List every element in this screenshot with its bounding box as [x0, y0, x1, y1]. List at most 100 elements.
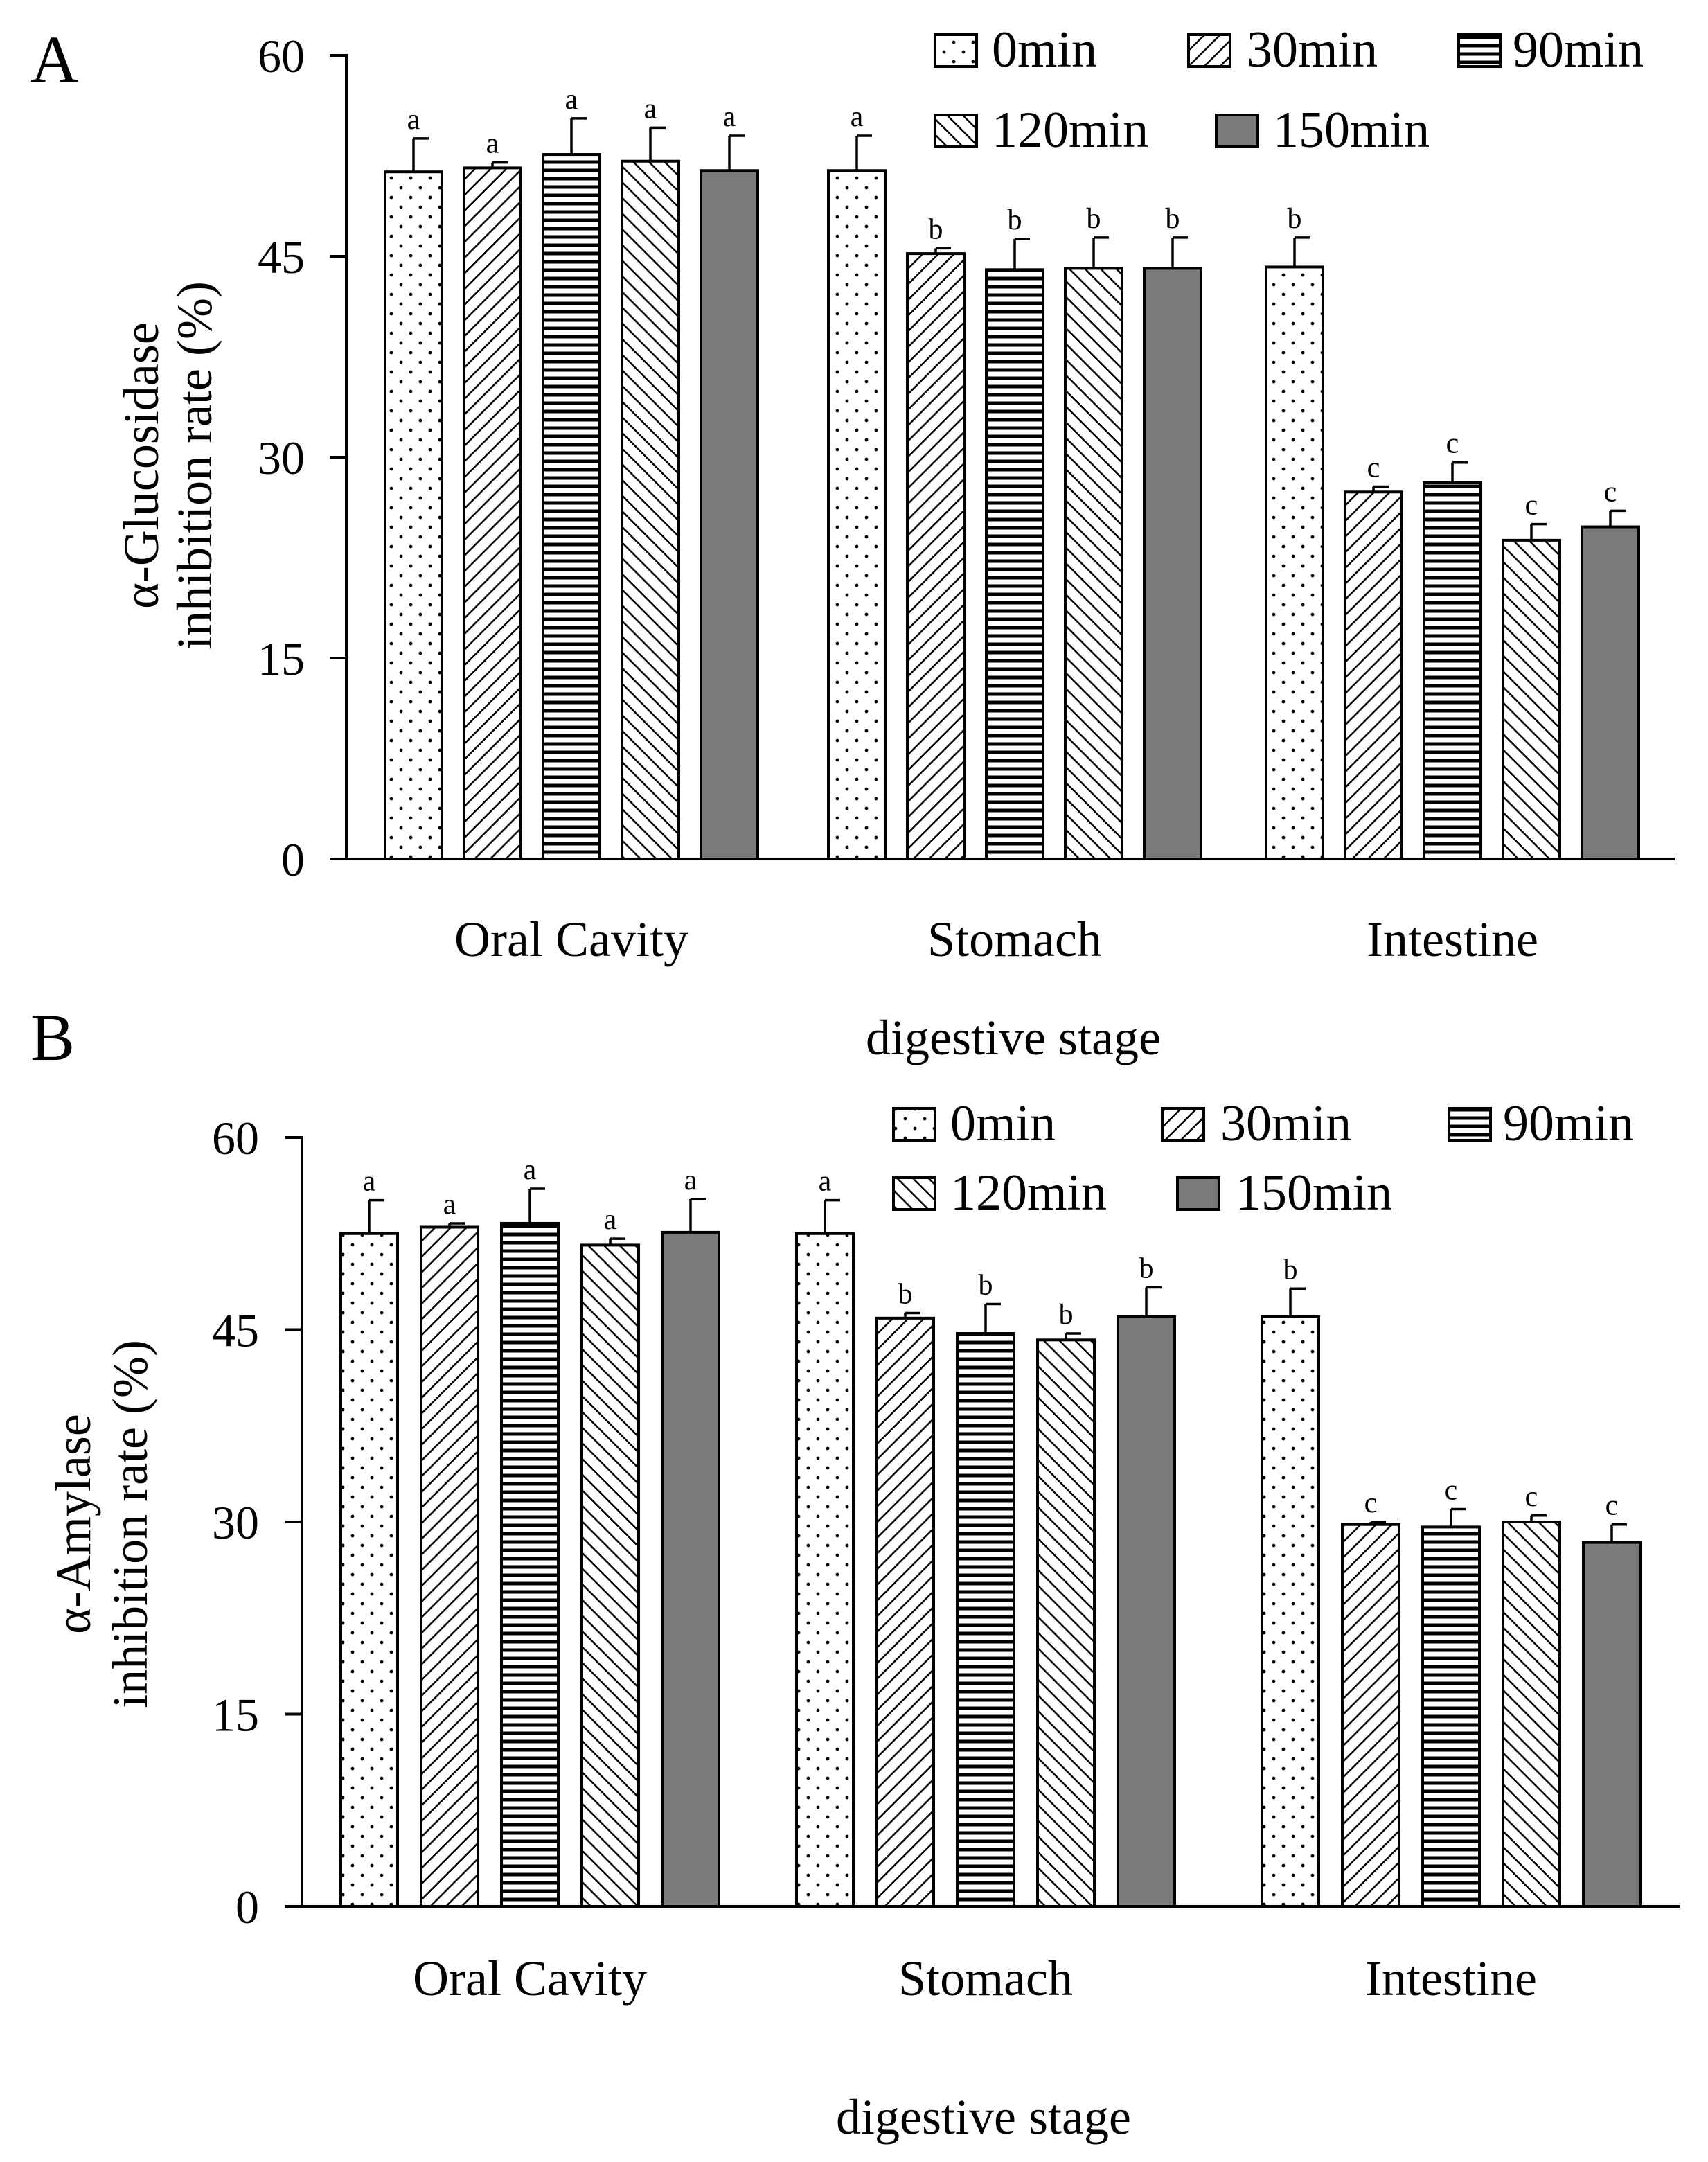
panel-b-category-label: Intestine: [1365, 1951, 1537, 2006]
legend-a-120min-swatch: [934, 114, 978, 148]
legend-b-30min-swatch: [1161, 1107, 1205, 1142]
panel-a-bar-0min: [384, 170, 443, 860]
panel-b-significance-letter: a: [819, 1166, 832, 1198]
legend-a-0min-swatch: [934, 33, 978, 68]
panel-b-bar-90min: [1421, 1525, 1481, 1908]
panel-a-bar-150min: [1143, 267, 1202, 860]
legend-a-150min-label: 150min: [1273, 102, 1430, 159]
panel-b-bars: a a b a b c a b c a b c a b c: [339, 1154, 1642, 1908]
panel-b-significance-letter: b: [1139, 1252, 1154, 1284]
panel-b-bar-0min: [339, 1232, 399, 1908]
panel-a: A 0 15 30 45 60 Oral Cavity Stomach Intestine a…: [30, 21, 1675, 1065]
panel-b-significance-letter: b: [1283, 1254, 1298, 1286]
panel-a-bar-30min: [463, 166, 522, 860]
panel-a-bar-0min: [1265, 265, 1324, 860]
panel-b-significance-letter: a: [363, 1166, 376, 1198]
panel-b-bar-120min: [1502, 1521, 1561, 1908]
legend-b-150min-label: 150min: [1236, 1164, 1392, 1221]
panel-b-significance-letter: a: [684, 1164, 697, 1196]
panel-b-bar-30min: [1341, 1523, 1400, 1908]
panel-b-legend: 0min 30min 90min 120min 150min: [892, 1095, 1634, 1221]
panel-a-bar-150min: [1581, 525, 1640, 860]
panel-a-significance-letter: c: [1446, 428, 1459, 460]
panel-a-significance-letter: b: [1288, 203, 1302, 235]
panel-b-bar-30min: [875, 1316, 935, 1908]
panel-b-significance-letter: c: [1364, 1487, 1378, 1519]
panel-b-ylabel-line2: inhibition rate (%): [103, 1340, 158, 1708]
panel-a-significance-letter: a: [644, 93, 657, 125]
legend-b-30min-label: 30min: [1220, 1095, 1351, 1152]
panel-a-label: A: [30, 22, 78, 96]
legend-a-150min-swatch: [1215, 114, 1259, 148]
panel-a-ylabel-line2: inhibition rate (%): [167, 281, 222, 650]
panel-a-significance-letter: c: [1525, 490, 1538, 522]
panel-a-significance-letter: b: [1087, 203, 1101, 235]
panel-a-significance-letter: a: [407, 104, 420, 136]
panel-b-ytick-label-60: 60: [212, 1112, 259, 1164]
panel-b-bar-0min: [1261, 1315, 1320, 1908]
panel-b-xlabel: digestive stage: [836, 2089, 1131, 2145]
panel-b-significance-letter: c: [1525, 1481, 1538, 1513]
legend-b-120min-label: 120min: [950, 1164, 1107, 1221]
panel-b-significance-letter: c: [1605, 1490, 1619, 1522]
panel-a-significance-letter: b: [929, 213, 943, 245]
panel-b-label: B: [30, 1000, 75, 1074]
legend-a-0min-label: 0min: [992, 21, 1097, 78]
panel-b-bar-90min: [500, 1221, 560, 1908]
legend-a-90min-label: 90min: [1513, 21, 1644, 78]
panel-a-ytick-label-60: 60: [258, 30, 305, 82]
panel-a-xlabel: digestive stage: [866, 1010, 1161, 1065]
panel-b-ytick-label-15: 15: [212, 1689, 259, 1742]
panel-b-bar-120min: [1036, 1338, 1096, 1908]
panel-a-significance-letter: a: [486, 128, 499, 160]
legend-a-120min-label: 120min: [992, 102, 1148, 159]
panel-b-axes: 0 15 30 45 60 Oral Cavity Stomach Intestine: [212, 1112, 1680, 2006]
panel-a-bar-90min: [985, 268, 1044, 861]
panel-a-significance-letter: a: [565, 84, 578, 116]
panel-b-bar-150min: [1582, 1541, 1642, 1908]
panel-a-bar-30min: [1344, 490, 1403, 860]
panel-b-category-label: Stomach: [898, 1951, 1073, 2006]
panel-a-significance-letter: a: [723, 101, 736, 133]
panel-b-significance-letter: a: [443, 1189, 456, 1221]
panel-b-bar-90min: [956, 1332, 1015, 1908]
panel-a-axes: 0 15 30 45 60 Oral Cavity Stomach Intestine: [258, 30, 1675, 967]
panel-a-category-label: Intestine: [1367, 912, 1538, 967]
panel-b-bar-150min: [661, 1230, 720, 1908]
panel-b-significance-letter: a: [524, 1154, 537, 1186]
panel-a-ytick-label-45: 45: [258, 231, 305, 283]
panel-a-bar-30min: [906, 252, 966, 860]
panel-b-significance-letter: b: [898, 1278, 913, 1310]
panel-a-ytick-label-0: 0: [281, 833, 305, 886]
panel-b-significance-letter: c: [1445, 1475, 1458, 1507]
panel-b-ylabel-line1: α-Amylase: [46, 1414, 101, 1634]
panel-b-bar-150min: [1117, 1315, 1176, 1908]
legend-b-90min-swatch: [1448, 1107, 1492, 1142]
panel-b-ytick-label-0: 0: [235, 1881, 259, 1933]
panel-a-ytick-label-30: 30: [258, 432, 305, 484]
panel-b-category-label: Oral Cavity: [413, 1951, 647, 2006]
legend-b-0min-label: 0min: [950, 1095, 1056, 1152]
legend-b-0min-swatch: [892, 1107, 936, 1142]
panel-a-bar-120min: [1502, 538, 1561, 860]
panel-a-significance-letter: c: [1604, 476, 1617, 508]
panel-a-bars: a a b a b c a b c a b c a b c: [384, 84, 1640, 861]
panel-a-ytick-label-15: 15: [258, 632, 305, 685]
panel-a-bar-90min: [1423, 481, 1482, 860]
panel-a-bar-90min: [542, 153, 601, 861]
panel-b: B 0 15 30 45 60 Oral Cavity Stomach Intestine a…: [30, 1000, 1680, 2145]
panel-a-ylabel-line1: α-Glucosidase: [114, 322, 169, 609]
panel-b-ytick-label-30: 30: [212, 1496, 259, 1549]
panel-a-legend: 0min 30min 90min 120min 150min: [934, 21, 1644, 159]
panel-a-category-label: Oral Cavity: [454, 912, 688, 967]
panel-b-significance-letter: a: [604, 1204, 617, 1236]
panel-b-bar-120min: [580, 1243, 640, 1908]
panel-b-significance-letter: b: [979, 1270, 993, 1302]
panel-a-significance-letter: c: [1367, 452, 1380, 484]
panel-a-significance-letter: a: [851, 101, 864, 133]
panel-b-ytick-label-45: 45: [212, 1304, 259, 1357]
legend-a-30min-label: 30min: [1247, 21, 1378, 78]
legend-b-120min-swatch: [892, 1176, 936, 1211]
legend-b-150min-swatch: [1176, 1176, 1220, 1211]
